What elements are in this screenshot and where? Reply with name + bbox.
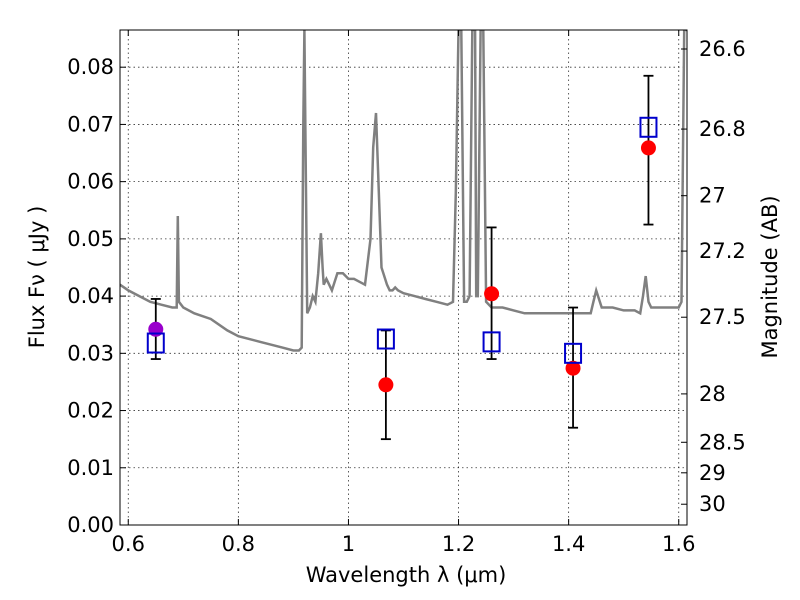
observed-flux-point xyxy=(640,140,656,156)
model-flux-square xyxy=(146,332,165,354)
y-tick-label: 0.00 xyxy=(67,513,114,537)
y-tick-label: 0.08 xyxy=(67,55,114,79)
y-tick-label: 0.01 xyxy=(67,456,114,480)
observed-flux-point xyxy=(565,360,581,376)
y2-tick-label: 28.5 xyxy=(699,430,746,454)
observed-flux-point xyxy=(148,321,164,337)
model-flux-square xyxy=(482,331,501,353)
x-axis-title: Wavelength λ (μm) xyxy=(306,563,507,587)
grid-lines xyxy=(120,30,687,525)
y-tick-label: 0.05 xyxy=(67,227,114,251)
x-tick-label: 1.4 xyxy=(552,532,585,556)
y-tick-label: 0.03 xyxy=(67,341,114,365)
model-flux-square xyxy=(564,342,583,364)
observed-flux-point xyxy=(484,286,500,302)
y2-tick-label: 29 xyxy=(699,461,726,485)
x-tick-label: 1.6 xyxy=(662,532,695,556)
y-tick-label: 0.02 xyxy=(67,399,114,423)
x-tick-label: 1 xyxy=(342,532,355,556)
x-tick-label: 0.8 xyxy=(222,532,255,556)
y-tick-label: 0.07 xyxy=(67,112,114,136)
y2-tick-label: 26.8 xyxy=(699,117,746,141)
y2-tick-label: 27 xyxy=(699,184,726,208)
plot-frame xyxy=(119,29,688,526)
y2-axis-title: Magnitude (AB) xyxy=(758,195,782,358)
x-tick-label: 1.2 xyxy=(442,532,475,556)
y2-tick-label: 28 xyxy=(699,382,726,406)
axis-ticks: 0.6 0.8 1 1.2 1.4 1.6 0.00 0.01 0.02 0.03 0.04 0.05… xyxy=(67,30,746,556)
y-tick-label: 0.06 xyxy=(67,170,114,194)
model-flux-square xyxy=(376,328,395,350)
y2-tick-label: 27.2 xyxy=(699,239,746,263)
y2-tick-label: 30 xyxy=(699,492,726,516)
data-points xyxy=(146,74,658,441)
y-tick-label: 0.04 xyxy=(67,284,114,308)
model-flux-square xyxy=(639,116,658,138)
observed-flux-point xyxy=(378,377,394,393)
y-axis-title: Flux Fν ( μJy ) xyxy=(25,206,49,349)
y2-tick-label: 26.6 xyxy=(699,37,746,61)
y2-tick-label: 27.5 xyxy=(699,305,746,329)
x-tick-label: 0.6 xyxy=(112,532,145,556)
spectrum-line xyxy=(120,30,687,352)
